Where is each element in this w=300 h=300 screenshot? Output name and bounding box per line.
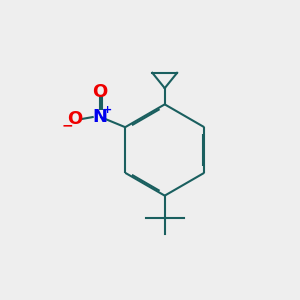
Text: O: O: [68, 110, 83, 128]
Text: +: +: [103, 105, 112, 116]
Text: O: O: [92, 83, 108, 101]
Text: N: N: [93, 108, 108, 126]
Text: −: −: [61, 119, 73, 133]
